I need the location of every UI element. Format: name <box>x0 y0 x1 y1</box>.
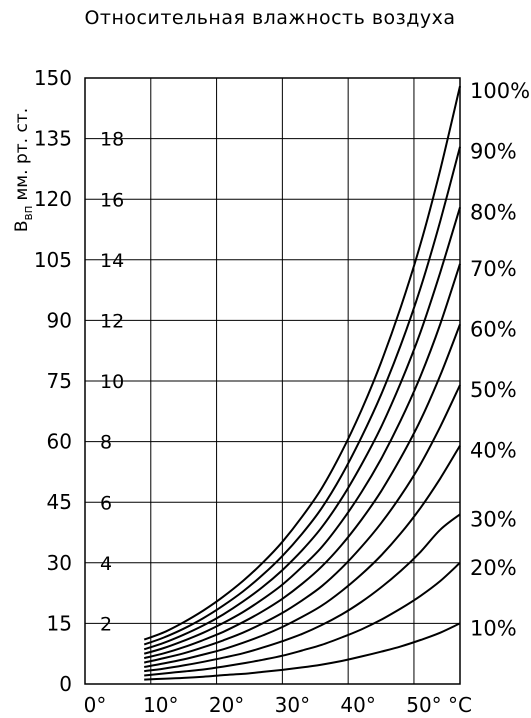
curve-60pct <box>143 324 461 660</box>
minor-label-5: 12 <box>100 310 124 332</box>
y-tick-label-8: 120 <box>34 187 72 211</box>
series-label-70pct: 70% <box>470 257 517 281</box>
y-tick-label-4: 60 <box>47 430 72 454</box>
curve-100pct <box>143 85 461 641</box>
series-labels: 100% 90% 80% 70% 60% 50% 40% 30% 20% 10% <box>470 79 530 640</box>
minor-label-4: 10 <box>100 371 124 393</box>
series-label-30pct: 30% <box>470 507 517 531</box>
minor-label-0: 2 <box>100 613 112 635</box>
x-axis-unit: °C <box>448 693 472 717</box>
minor-label-2: 6 <box>100 492 112 514</box>
minor-label-1: 4 <box>100 553 112 575</box>
y-axis-label: Bвп мм. рт. ст. <box>12 108 35 232</box>
x-tick-label-5: 50° <box>406 693 441 717</box>
minor-label-3: 8 <box>100 432 112 454</box>
y-tick-label-2: 30 <box>47 551 72 575</box>
series-label-60pct: 60% <box>470 317 517 341</box>
x-tick-label-0: 0° <box>84 693 107 717</box>
y-tick-label-0: 0 <box>59 672 72 696</box>
y-tick-label-5: 75 <box>47 369 72 393</box>
x-tick-labels: 0° 10° 20° 30° 40° 50° <box>84 693 442 717</box>
y-axis-label-subscript: вп <box>21 206 35 221</box>
minor-label-6: 14 <box>100 250 124 272</box>
curve-10pct <box>144 622 461 681</box>
y-tick-label-10: 150 <box>34 66 72 90</box>
curve-30pct <box>144 513 461 673</box>
series-label-100pct: 100% <box>470 79 530 103</box>
series-label-50pct: 50% <box>470 378 517 402</box>
chart-title: Относительная влажность воздуха <box>84 7 455 29</box>
minor-label-7: 16 <box>100 189 124 211</box>
plot-frame <box>84 77 461 685</box>
y-axis-label-symbol: B <box>12 220 32 232</box>
y-tick-label-7: 105 <box>34 248 72 272</box>
y-tick-labels: 0 15 30 45 60 75 90 105 120 135 150 <box>34 66 72 696</box>
minor-tick-labels: 2 4 6 8 10 12 14 16 18 <box>100 129 124 636</box>
series-label-90pct: 90% <box>470 140 517 164</box>
y-tick-label-1: 15 <box>47 611 72 635</box>
x-tick-label-3: 30° <box>275 693 310 717</box>
y-tick-label-9: 135 <box>34 127 72 151</box>
series-label-20pct: 20% <box>470 556 517 580</box>
curve-40pct <box>144 445 461 668</box>
series-label-80pct: 80% <box>470 200 517 224</box>
x-tick-label-4: 40° <box>340 693 375 717</box>
curve-20pct <box>144 562 461 677</box>
y-axis-label-text: Bвп мм. рт. ст. <box>12 108 35 232</box>
curve-50pct <box>143 384 461 664</box>
y-tick-label-6: 90 <box>47 308 72 332</box>
curve-70pct <box>143 263 461 655</box>
x-tick-label-1: 10° <box>143 693 178 717</box>
minor-label-8: 18 <box>100 129 124 151</box>
y-axis-label-unit: мм. рт. ст. <box>12 108 32 201</box>
series-label-40pct: 40% <box>470 439 517 463</box>
curve-90pct <box>143 146 461 646</box>
y-tick-label-3: 45 <box>47 490 72 514</box>
x-tick-label-2: 20° <box>209 693 244 717</box>
series-label-10pct: 10% <box>470 616 517 640</box>
curve-80pct <box>143 207 461 651</box>
curves <box>143 85 461 681</box>
